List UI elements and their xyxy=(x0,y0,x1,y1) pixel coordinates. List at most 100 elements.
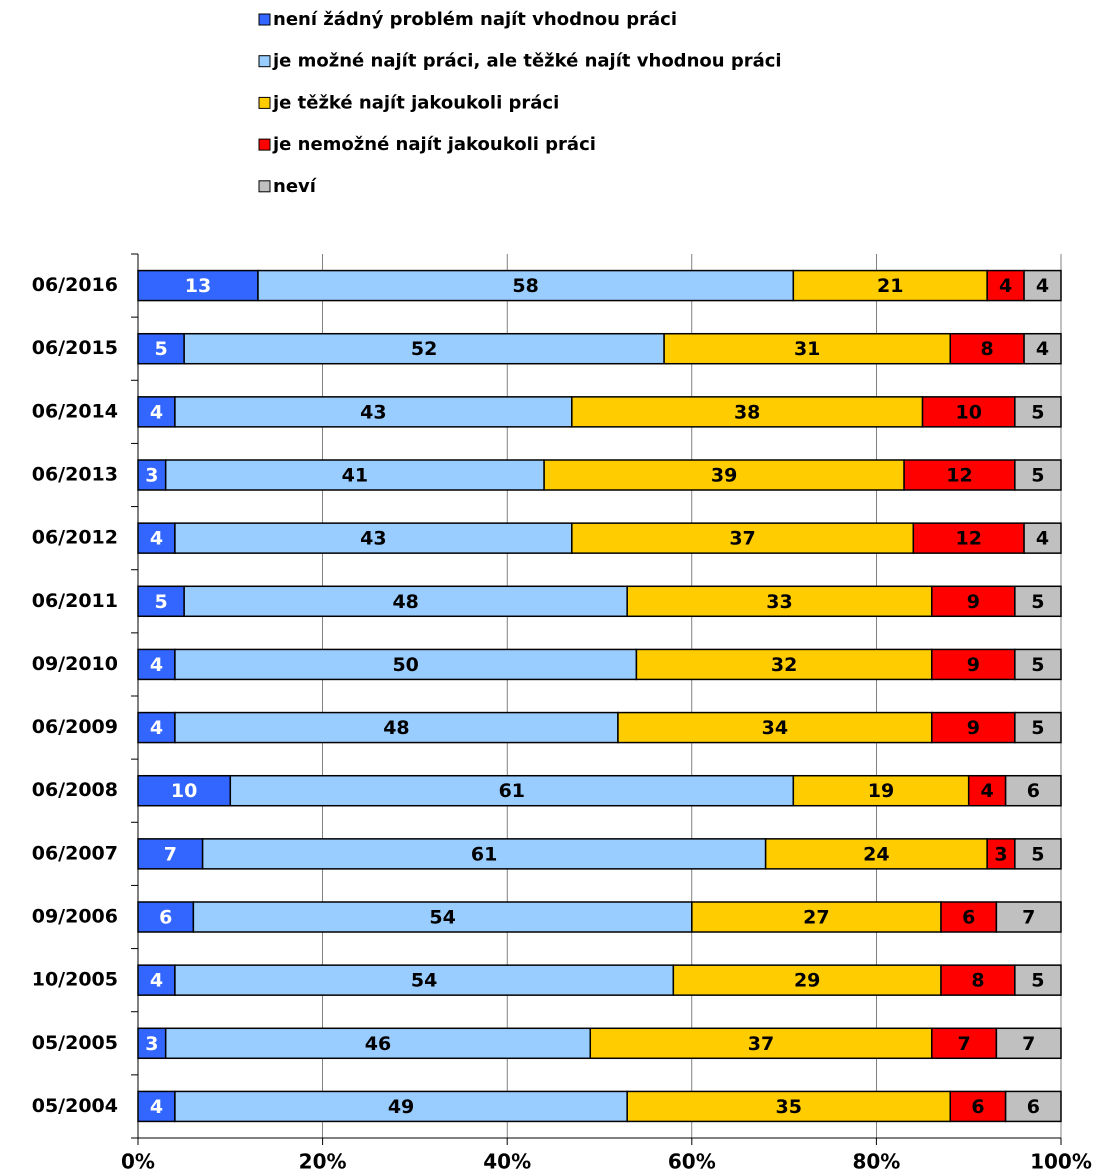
value-label: 37 xyxy=(729,528,755,550)
bar-segment xyxy=(1004,774,1062,807)
value-label: 5 xyxy=(1031,970,1044,992)
x-tick-label: 20% xyxy=(299,1150,347,1174)
bar-segment xyxy=(174,964,675,996)
bar-segment xyxy=(764,838,988,870)
bar-segment xyxy=(792,774,970,807)
value-label: 5 xyxy=(1031,591,1044,613)
x-tick-label: 80% xyxy=(852,1150,900,1174)
value-label: 4 xyxy=(1036,275,1049,297)
value-label: 24 xyxy=(863,843,889,865)
value-label: 52 xyxy=(411,338,437,360)
bar-segment xyxy=(1014,585,1062,618)
legend-label: je možné najít práci, ale těžké najít vh… xyxy=(272,51,782,72)
bar-segment xyxy=(1014,648,1062,681)
bar-segment xyxy=(663,332,951,365)
legend-label: je nemožné najít jakoukoli práci xyxy=(272,134,596,155)
bar-segment xyxy=(1023,332,1062,365)
legend-swatch xyxy=(258,180,271,193)
legend-label: neví xyxy=(273,176,317,197)
bar-segment xyxy=(183,332,665,365)
value-label: 3 xyxy=(145,1033,158,1055)
value-label: 50 xyxy=(392,654,418,676)
bar-segment xyxy=(931,585,1016,618)
value-label: 4 xyxy=(150,528,163,550)
value-label: 54 xyxy=(429,907,455,929)
value-label: 4 xyxy=(150,717,163,739)
y-tick-label: 06/2011 xyxy=(32,590,118,612)
legend-label: není žádný problém najít vhodnou práci xyxy=(273,9,677,30)
bar-segment xyxy=(940,964,1016,996)
y-tick-label: 10/2005 xyxy=(32,969,118,991)
value-label: 7 xyxy=(164,843,177,865)
value-label: 35 xyxy=(775,1096,801,1118)
value-label: 8 xyxy=(981,338,994,360)
bar-segment xyxy=(940,901,998,933)
y-tick-label: 06/2008 xyxy=(32,779,118,801)
bar-segment xyxy=(967,774,1007,807)
bar-segment xyxy=(589,1027,933,1060)
bar-segment xyxy=(137,838,204,870)
y-tick-label: 06/2014 xyxy=(32,400,118,422)
value-label: 6 xyxy=(971,1096,984,1118)
value-label: 48 xyxy=(392,591,418,613)
bar-segment xyxy=(201,838,767,870)
value-label: 58 xyxy=(512,275,538,297)
bar-segment xyxy=(1023,522,1062,554)
y-tick-label: 06/2013 xyxy=(32,464,118,486)
value-label: 5 xyxy=(1031,401,1044,423)
value-label: 6 xyxy=(1027,1096,1040,1118)
value-label: 31 xyxy=(794,338,820,360)
bar-segment xyxy=(995,1027,1062,1060)
value-label: 4 xyxy=(1036,528,1049,550)
bar-segment xyxy=(903,459,1016,491)
value-label: 48 xyxy=(383,717,409,739)
value-label: 5 xyxy=(1031,654,1044,676)
bar-segment xyxy=(1014,711,1062,744)
legend-swatch xyxy=(258,96,271,109)
y-tick-label: 05/2005 xyxy=(32,1032,118,1054)
bar-segment xyxy=(164,1027,592,1060)
bar-segment xyxy=(164,459,545,491)
value-label: 9 xyxy=(967,717,980,739)
y-tick-label: 06/2009 xyxy=(32,716,118,738)
value-label: 43 xyxy=(360,401,386,423)
value-label: 5 xyxy=(154,338,167,360)
bar-segment xyxy=(1014,838,1062,870)
value-label: 10 xyxy=(955,401,981,423)
bar-segment xyxy=(174,1090,628,1123)
value-label: 7 xyxy=(1022,907,1035,929)
bar-segment xyxy=(1014,964,1062,996)
bar-segment xyxy=(543,459,905,491)
value-label: 5 xyxy=(1031,465,1044,487)
value-label: 12 xyxy=(946,465,972,487)
value-label: 54 xyxy=(411,970,437,992)
value-label: 5 xyxy=(154,591,167,613)
value-label: 12 xyxy=(955,528,981,550)
x-tick-label: 0% xyxy=(121,1150,155,1174)
value-label: 4 xyxy=(150,970,163,992)
bar-segment xyxy=(635,648,933,681)
value-label: 5 xyxy=(1031,843,1044,865)
value-label: 32 xyxy=(771,654,797,676)
value-label: 43 xyxy=(360,528,386,550)
value-label: 41 xyxy=(342,465,368,487)
bar-segment xyxy=(137,1027,167,1060)
value-label: 19 xyxy=(868,780,894,802)
x-tick-label: 60% xyxy=(668,1150,716,1174)
value-label: 34 xyxy=(762,717,788,739)
value-label: 29 xyxy=(794,970,820,992)
value-label: 8 xyxy=(971,970,984,992)
legend-swatch xyxy=(258,55,271,68)
value-label: 7 xyxy=(1022,1033,1035,1055)
value-label: 33 xyxy=(766,591,792,613)
value-label: 49 xyxy=(388,1096,414,1118)
y-tick-label: 09/2010 xyxy=(32,653,118,675)
value-label: 10 xyxy=(171,780,197,802)
bar-segment xyxy=(1014,396,1062,428)
value-label: 6 xyxy=(962,907,975,929)
bar-segment xyxy=(672,964,942,996)
value-label: 46 xyxy=(365,1033,391,1055)
value-label: 4 xyxy=(999,275,1012,297)
y-tick-label: 05/2004 xyxy=(32,1095,118,1117)
value-label: 6 xyxy=(159,907,172,929)
